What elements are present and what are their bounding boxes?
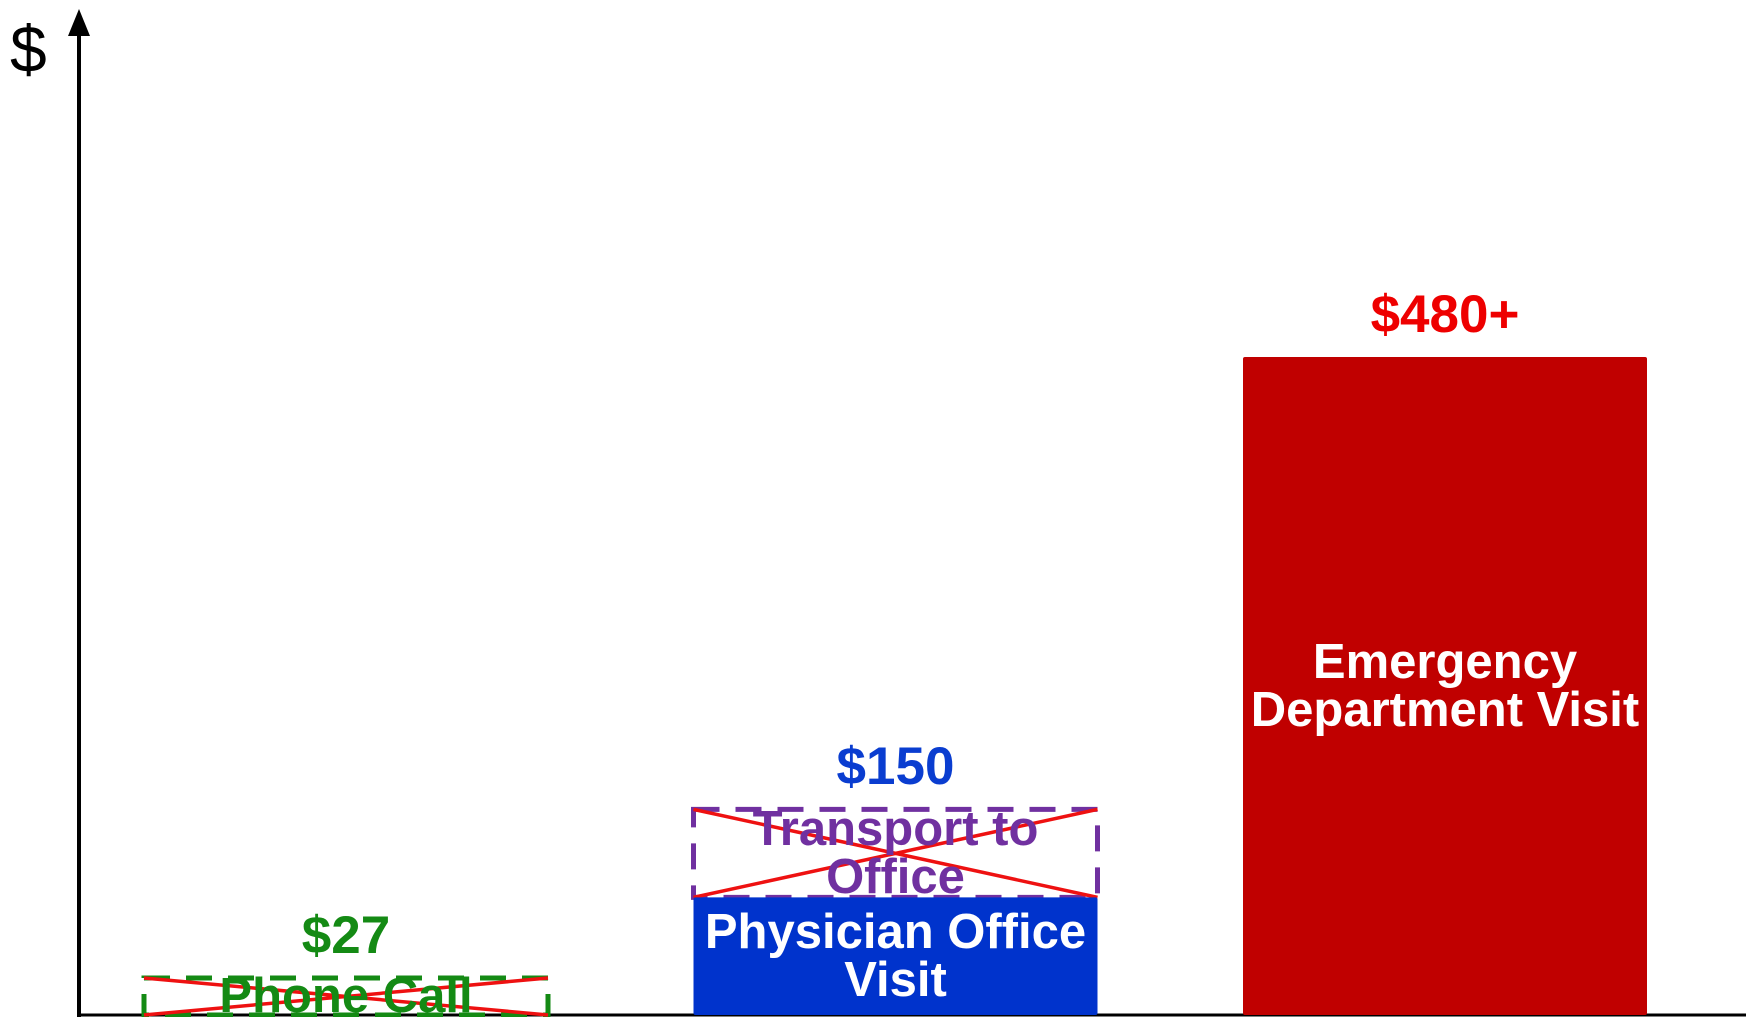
value-label: $150 — [836, 737, 955, 797]
value-label: $480+ — [1370, 285, 1520, 344]
removed-box — [141, 975, 551, 1017]
cross-line — [693, 807, 1098, 900]
bar-label: Emergency Department Visit — [1250, 635, 1640, 737]
value-label: $27 — [301, 905, 391, 965]
y-axis-arrow — [68, 9, 90, 36]
bar — [141, 975, 551, 1017]
bar — [1243, 357, 1647, 1015]
y-axis-label: $ — [10, 12, 47, 86]
annotation: Transport to Office — [752, 802, 1039, 905]
cross-line — [143, 976, 549, 1017]
bar-label: Physician Office Visit — [704, 905, 1087, 1008]
bar-fill — [1243, 357, 1647, 1015]
bar-fill — [693, 897, 1098, 1015]
bar — [691, 806, 1100, 1015]
bar-label: Phone Call — [219, 969, 473, 1017]
